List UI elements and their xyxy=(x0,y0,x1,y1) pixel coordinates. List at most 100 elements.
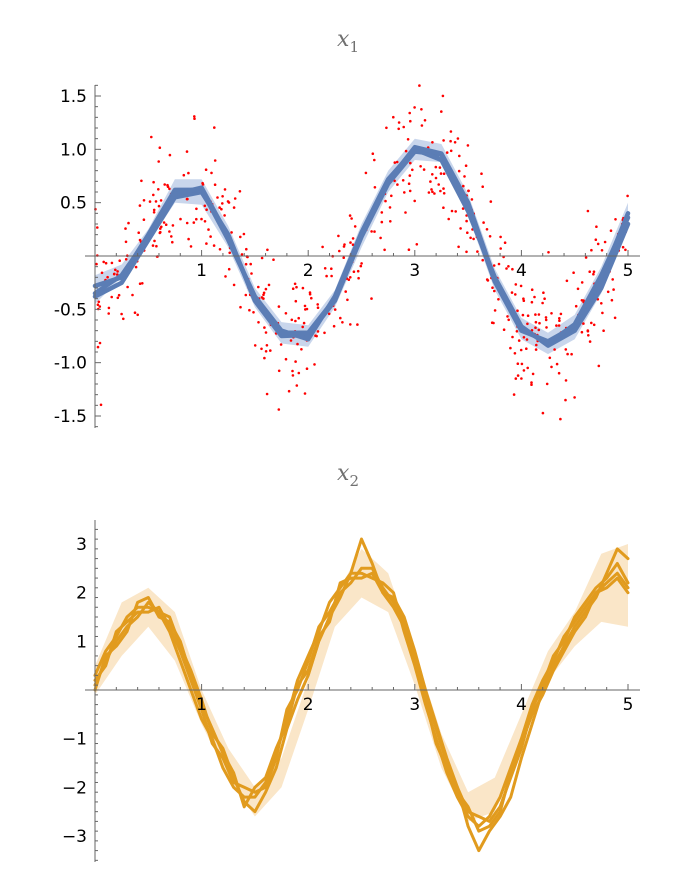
data-point xyxy=(297,316,301,320)
data-point xyxy=(512,393,516,396)
data-point xyxy=(555,362,559,366)
data-point xyxy=(96,303,100,307)
data-point xyxy=(333,308,337,311)
data-point xyxy=(343,243,346,246)
data-point xyxy=(168,230,171,233)
data-point xyxy=(469,236,472,240)
data-point xyxy=(152,208,156,212)
data-point xyxy=(516,362,520,366)
data-point xyxy=(492,321,495,325)
data-point xyxy=(482,221,485,224)
data-point xyxy=(316,306,320,310)
data-point xyxy=(116,296,120,300)
axes: 1 2 3 4 5 3 2 1 −1 −2 −3 xyxy=(62,520,640,862)
data-point xyxy=(383,248,386,252)
data-point xyxy=(395,160,399,164)
data-point xyxy=(408,174,412,177)
data-point xyxy=(260,347,263,351)
data-point xyxy=(415,243,419,246)
data-point xyxy=(356,323,359,326)
data-point xyxy=(158,146,162,149)
data-point xyxy=(265,392,269,396)
data-point xyxy=(284,312,288,315)
data-point xyxy=(182,173,186,177)
data-point xyxy=(264,350,268,353)
data-point xyxy=(582,322,585,325)
data-point xyxy=(370,297,373,300)
data-point xyxy=(403,191,406,194)
data-point xyxy=(513,352,517,355)
data-point xyxy=(509,346,512,350)
x-tick-label: 5 xyxy=(623,261,634,281)
data-point xyxy=(576,287,580,291)
data-point xyxy=(535,343,538,347)
data-point xyxy=(401,179,405,182)
data-point xyxy=(537,313,541,316)
data-point xyxy=(511,267,514,271)
data-point xyxy=(392,115,395,119)
data-point xyxy=(116,270,119,273)
data-point xyxy=(313,363,316,366)
observation-points xyxy=(94,84,629,421)
data-point xyxy=(600,249,604,252)
data-point xyxy=(380,220,384,224)
data-point xyxy=(441,94,445,98)
data-point xyxy=(449,139,452,143)
data-point xyxy=(590,321,593,325)
data-point xyxy=(154,200,158,203)
data-point xyxy=(185,150,189,153)
data-point xyxy=(186,197,189,201)
data-point xyxy=(442,192,446,195)
data-point xyxy=(294,299,298,303)
data-point xyxy=(420,108,423,111)
data-point xyxy=(350,217,353,220)
data-point xyxy=(210,171,213,175)
data-point xyxy=(373,186,377,189)
data-point xyxy=(480,172,483,175)
data-point xyxy=(531,372,535,376)
data-point xyxy=(349,241,352,244)
data-point xyxy=(506,315,509,318)
data-point xyxy=(580,299,584,302)
data-point xyxy=(530,383,533,387)
data-point xyxy=(316,330,320,333)
data-point xyxy=(295,285,298,289)
data-point xyxy=(449,149,453,153)
data-point xyxy=(481,258,485,262)
data-point xyxy=(397,121,401,124)
data-point xyxy=(195,217,198,221)
data-point xyxy=(553,348,556,351)
data-point xyxy=(223,188,227,191)
data-point xyxy=(442,187,445,190)
data-point xyxy=(152,211,156,214)
data-point xyxy=(310,296,313,300)
data-point xyxy=(565,279,569,283)
data-point xyxy=(497,298,500,301)
data-point xyxy=(107,312,110,315)
data-point xyxy=(264,287,268,291)
data-point xyxy=(404,149,408,153)
data-point xyxy=(548,356,552,360)
data-point xyxy=(431,141,434,144)
data-point xyxy=(530,381,533,384)
data-point xyxy=(209,235,212,238)
data-point xyxy=(526,366,529,370)
y-tick-label: 1 xyxy=(76,632,87,652)
data-point xyxy=(492,264,496,267)
data-point xyxy=(284,357,288,361)
x-tick-label: 2 xyxy=(303,261,314,281)
data-point xyxy=(485,278,489,281)
y-tick-label: 3 xyxy=(76,535,87,555)
data-point xyxy=(137,231,140,234)
data-point xyxy=(110,295,113,299)
data-point xyxy=(301,286,305,290)
data-point xyxy=(449,130,453,133)
data-point xyxy=(257,321,260,324)
data-point xyxy=(159,199,163,202)
data-point xyxy=(124,227,127,230)
data-point xyxy=(302,321,306,325)
data-point xyxy=(97,300,101,304)
x-tick-label: 3 xyxy=(409,695,420,715)
series-line xyxy=(93,571,630,833)
data-point xyxy=(152,193,155,197)
